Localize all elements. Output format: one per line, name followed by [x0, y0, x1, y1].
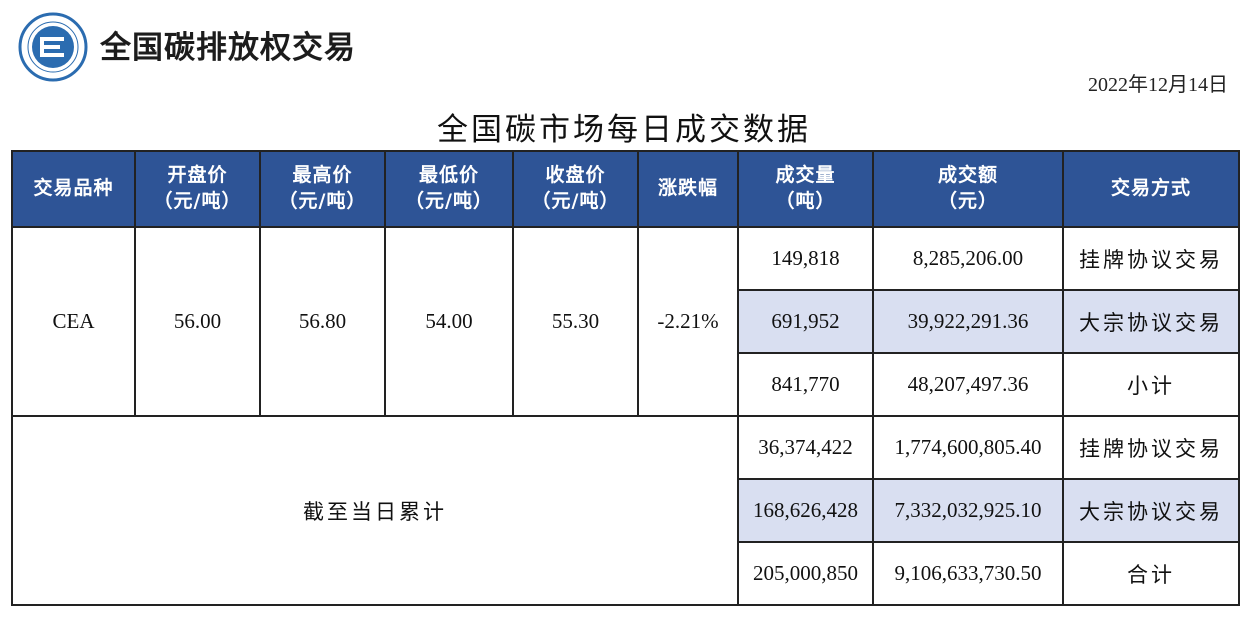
cell-method: 挂牌协议交易 [1062, 226, 1240, 291]
cell-method: 大宗协议交易 [1062, 478, 1240, 543]
table-header-row: 交易品种 开盘价 （元/吨） 最高价 （元/吨） 最低价 （元/吨） 收盘价 （元/吨）… [11, 150, 1240, 228]
cell-high-price: 56.80 [259, 226, 386, 417]
header-method: 交易方式 [1062, 150, 1240, 228]
exchange-logo-icon [18, 12, 88, 82]
cell-variety: CEA [11, 226, 136, 417]
table-row: 691,952 39,922,291.36 大宗协议交易 [12, 289, 1240, 354]
cell-amount: 8,285,206.00 [872, 226, 1064, 291]
cell-method: 合计 [1062, 541, 1240, 606]
page-title: 全国碳市场每日成交数据 [437, 112, 811, 148]
table-row: 截至当日累计 36,374,422 1,774,600,805.40 挂牌协议交… [11, 415, 1240, 606]
header-low: 最低价 （元/吨） [384, 150, 514, 228]
header-change: 涨跌幅 [637, 150, 739, 228]
cell-cumulative-label: 截至当日累计 [11, 415, 739, 606]
cell-volume: 841,770 [737, 352, 874, 417]
cell-amount: 9,106,633,730.50 [872, 541, 1064, 606]
brand-name: 全国碳排放权交易 [100, 30, 356, 66]
header-high: 最高价 （元/吨） [259, 150, 386, 228]
header-amount: 成交额 （元） [872, 150, 1064, 228]
table-row: 168,626,428 7,332,032,925.10 大宗协议交易 [12, 478, 1240, 543]
cell-volume: 36,374,422 [737, 415, 874, 480]
cell-volume: 168,626,428 [737, 478, 874, 543]
cell-amount: 1,774,600,805.40 [872, 415, 1064, 480]
cell-volume: 149,818 [737, 226, 874, 291]
header-volume: 成交量 （吨） [737, 150, 874, 228]
cell-amount: 7,332,032,925.10 [872, 478, 1064, 543]
cell-change: -2.21% [637, 226, 739, 417]
cell-amount: 39,922,291.36 [872, 289, 1064, 354]
cell-method: 挂牌协议交易 [1062, 415, 1240, 480]
cell-volume: 205,000,850 [737, 541, 874, 606]
cell-open-price: 56.00 [134, 226, 261, 417]
table-row: CEA 56.00 56.80 54.00 55.30 -2.21% 149,8… [11, 226, 1240, 417]
trading-data-table: 交易品种 开盘价 （元/吨） 最高价 （元/吨） 最低价 （元/吨） 收盘价 （元/吨）… [11, 150, 1240, 606]
table-row: 205,000,850 9,106,633,730.50 合计 [12, 541, 1240, 606]
report-date: 2022年12月14日 [1088, 74, 1228, 96]
cell-volume: 691,952 [737, 289, 874, 354]
cell-method: 大宗协议交易 [1062, 289, 1240, 354]
cell-method: 小计 [1062, 352, 1240, 417]
cell-amount: 48,207,497.36 [872, 352, 1064, 417]
header-variety: 交易品种 [11, 150, 136, 228]
header-open: 开盘价 （元/吨） [134, 150, 261, 228]
header-close: 收盘价 （元/吨） [512, 150, 639, 228]
cell-low-price: 54.00 [384, 226, 514, 417]
table-row: 841,770 48,207,497.36 小计 [12, 352, 1240, 417]
cell-close-price: 55.30 [512, 226, 639, 417]
